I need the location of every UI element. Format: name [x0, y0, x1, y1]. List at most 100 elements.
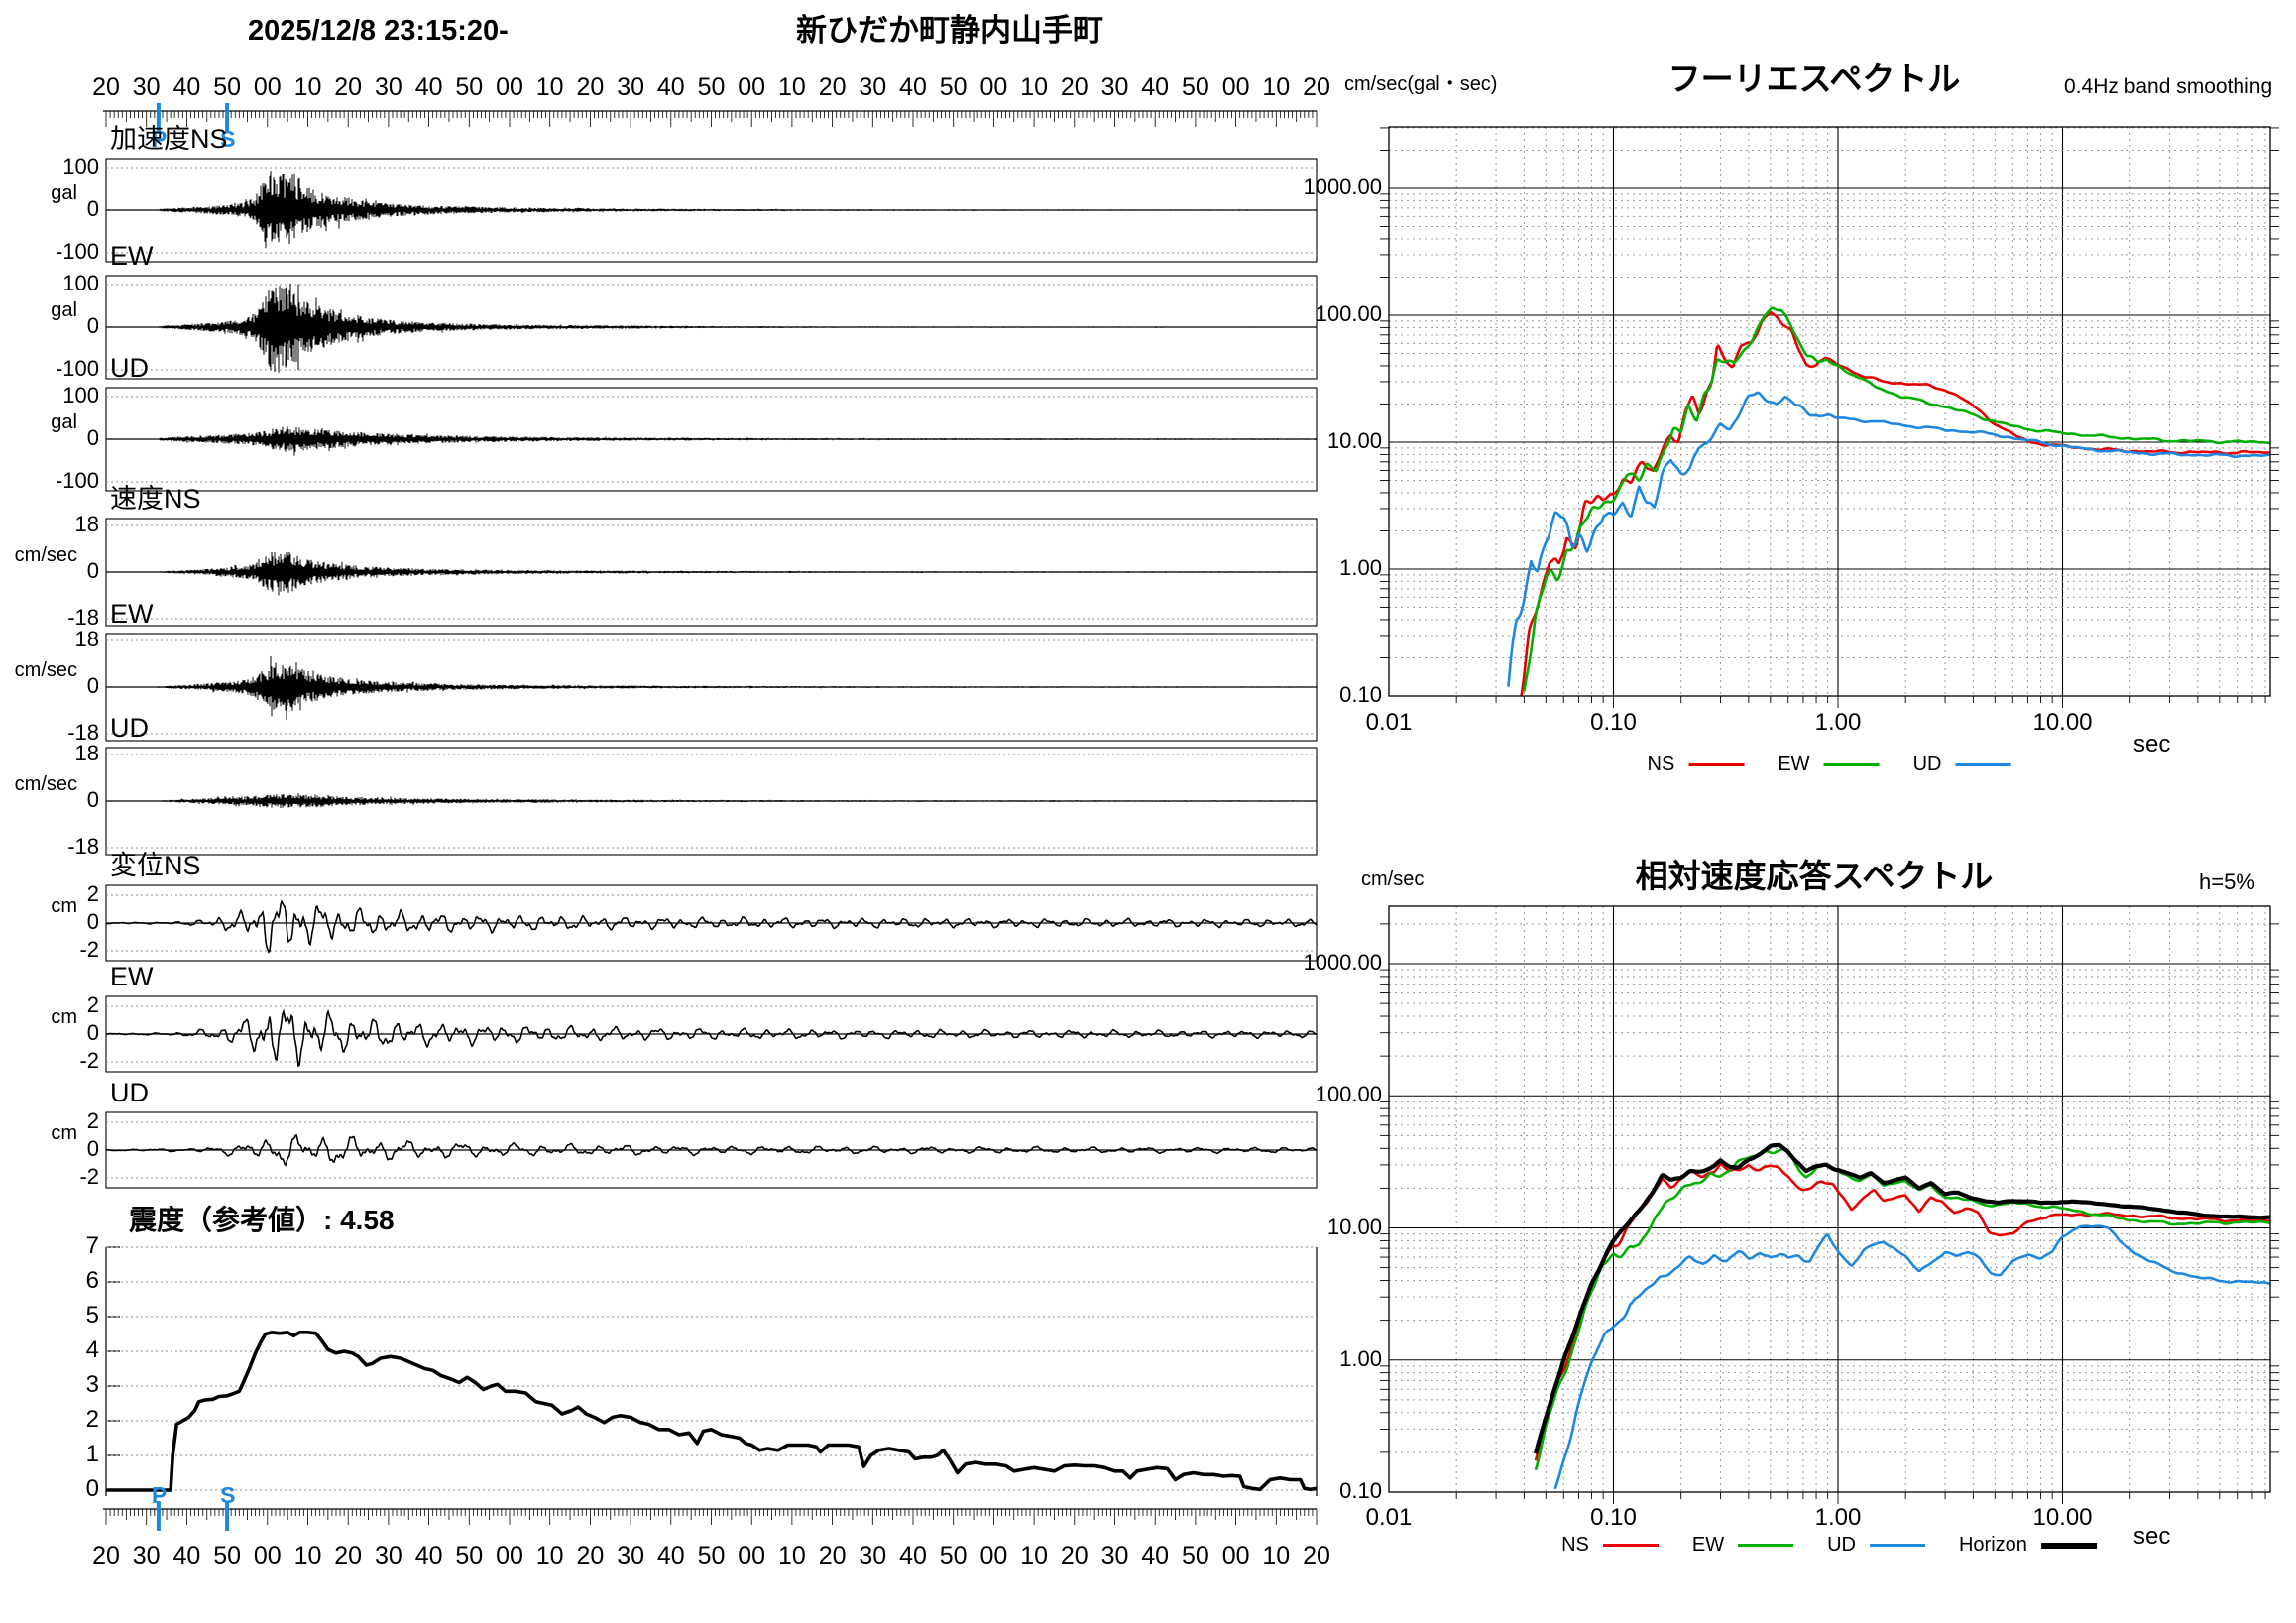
- time-tick-label: 00: [738, 73, 766, 101]
- time-tick-label: 00: [253, 73, 282, 101]
- response-x-unit-label: sec: [2133, 1523, 2171, 1550]
- acc-ud-ymax: 100: [62, 383, 99, 407]
- spectrum-ytick: 10.00: [1326, 1214, 1382, 1239]
- time-tick-label: 30: [1100, 1542, 1129, 1569]
- vel-ns-waveform: [157, 551, 1318, 596]
- time-tick-label: 20: [576, 73, 605, 101]
- time-tick-label: 50: [697, 73, 726, 101]
- time-tick-label: 30: [859, 73, 887, 101]
- acc-ew-ymin: -100: [55, 356, 99, 381]
- spectrum-ytick: 100.00: [1315, 1082, 1382, 1107]
- legend-line-swatch: [1869, 1543, 1925, 1548]
- time-tick-label: 20: [334, 1542, 363, 1569]
- vel-ns-yzero: 0: [86, 558, 99, 583]
- spectrum-ytick: 0.10: [1339, 682, 1382, 707]
- response-damping-label: h=5%: [2199, 869, 2255, 894]
- legend-line-swatch: [1688, 762, 1745, 767]
- disp-ud-ymin: -2: [79, 1164, 99, 1189]
- time-tick-label: 50: [455, 73, 484, 101]
- vel-ud-yzero: 0: [86, 787, 99, 812]
- time-tick-label: 40: [1141, 73, 1170, 101]
- response-legend: NS EW UD Horizon: [1561, 1534, 2097, 1557]
- spectrum-xtick: 0.10: [1590, 1504, 1637, 1531]
- spectrum-ytick: 0.10: [1339, 1478, 1382, 1503]
- legend-label: EW: [1691, 1534, 1725, 1556]
- time-tick-label: 50: [455, 1542, 484, 1569]
- time-tick-label: 00: [979, 1542, 1008, 1569]
- spectrum-xtick: 0.10: [1590, 709, 1637, 736]
- spectrum-xtick: 0.01: [1365, 1504, 1413, 1531]
- time-tick-label: 40: [414, 1542, 443, 1569]
- disp-ew-unit: cm: [51, 1006, 77, 1028]
- vel-ns-ymin: -18: [67, 605, 99, 630]
- spectrum-xtick: 1.00: [1814, 1504, 1862, 1531]
- fourier-x-unit-label: sec: [2133, 731, 2171, 757]
- legend-label: NS: [1647, 754, 1675, 775]
- legend-item-EW: EW: [1691, 1534, 1794, 1557]
- legend-label: UD: [1827, 1534, 1856, 1556]
- vel-ud-ymax: 18: [74, 741, 99, 765]
- acc-ud-yzero: 0: [86, 425, 99, 450]
- time-tick-label: 40: [172, 1542, 201, 1569]
- time-tick-label: 20: [92, 1542, 120, 1569]
- acc-ud-waveform: [152, 426, 1318, 456]
- disp-ud-waveform: [105, 1133, 1318, 1167]
- vel-ud-waveform: [146, 793, 1318, 808]
- acc-ns-ymax: 100: [62, 154, 99, 178]
- time-tick-label: 30: [374, 1542, 402, 1569]
- time-tick-label: 20: [1060, 1542, 1089, 1569]
- response-series-EW: [1534, 1147, 2270, 1471]
- fourier-subtitle: 0.4Hz band smoothing: [2064, 75, 2273, 98]
- disp-ew-label: EW: [110, 962, 154, 991]
- p-marker-label: P: [151, 126, 168, 152]
- spectrum-xtick: 10.00: [2032, 709, 2093, 736]
- vel-ew-label: EW: [110, 599, 154, 629]
- legend-item-NS: NS: [1561, 1534, 1659, 1557]
- time-tick-label: 10: [293, 1542, 322, 1569]
- disp-ud-unit: cm: [51, 1122, 77, 1144]
- spectrum-ytick: 10.00: [1326, 428, 1382, 453]
- s-marker-label: S: [220, 126, 236, 152]
- intensity-ytick: 7: [85, 1232, 99, 1259]
- fourier-series-UD: [1507, 391, 2270, 687]
- intensity-ytick: 2: [85, 1406, 99, 1433]
- acc-ud-ymin: -100: [55, 468, 99, 493]
- time-tick-label: 40: [172, 73, 201, 101]
- spectrum-xtick: 10.00: [2032, 1504, 2093, 1531]
- p-marker-tick: [156, 103, 161, 133]
- acc-ew-yzero: 0: [86, 313, 99, 338]
- time-tick-label: 50: [697, 1542, 726, 1569]
- legend-line-swatch: [1602, 1543, 1659, 1548]
- time-tick-label: 10: [777, 73, 806, 101]
- vel-ns-ymax: 18: [74, 512, 99, 536]
- time-tick-label: 20: [1060, 73, 1089, 101]
- vel-ud-ymin: -18: [67, 834, 99, 859]
- time-tick-label: 30: [132, 73, 161, 101]
- time-tick-label: 40: [656, 73, 685, 101]
- vel-ew-ymin: -18: [67, 720, 99, 745]
- fourier-legend: NS EW UD: [1648, 754, 2011, 776]
- vel-ew-unit: cm/sec: [14, 659, 77, 681]
- vel-ns-unit: cm/sec: [14, 544, 77, 566]
- time-tick-label: 20: [1303, 73, 1330, 101]
- time-tick-label: 00: [496, 73, 523, 101]
- intensity-ytick: 6: [85, 1267, 99, 1294]
- legend-item-UD: UD: [1913, 754, 2011, 776]
- time-tick-label: 20: [818, 73, 847, 101]
- disp-ud-yzero: 0: [86, 1136, 99, 1161]
- time-tick-label: 20: [334, 73, 363, 101]
- acc-ew-label: EW: [110, 241, 154, 271]
- intensity-ytick: 4: [85, 1336, 99, 1363]
- disp-ns-unit: cm: [51, 895, 77, 917]
- response-series-Horizon: [1533, 1142, 2270, 1454]
- disp-ns-waveform: [106, 899, 1318, 954]
- legend-label: Horizon: [1958, 1534, 2027, 1556]
- fourier-unit-label: cm/sec(gal・sec): [1344, 73, 1498, 95]
- spectrum-xtick: 0.01: [1365, 709, 1413, 736]
- vel-ew-ymax: 18: [74, 627, 99, 651]
- time-tick-label: 10: [1020, 1542, 1048, 1569]
- acc-ud-unit: gal: [51, 411, 77, 433]
- disp-ud-ymax: 2: [86, 1108, 99, 1133]
- legend-item-EW: EW: [1778, 754, 1880, 776]
- response-plot-border: [1388, 905, 2271, 1493]
